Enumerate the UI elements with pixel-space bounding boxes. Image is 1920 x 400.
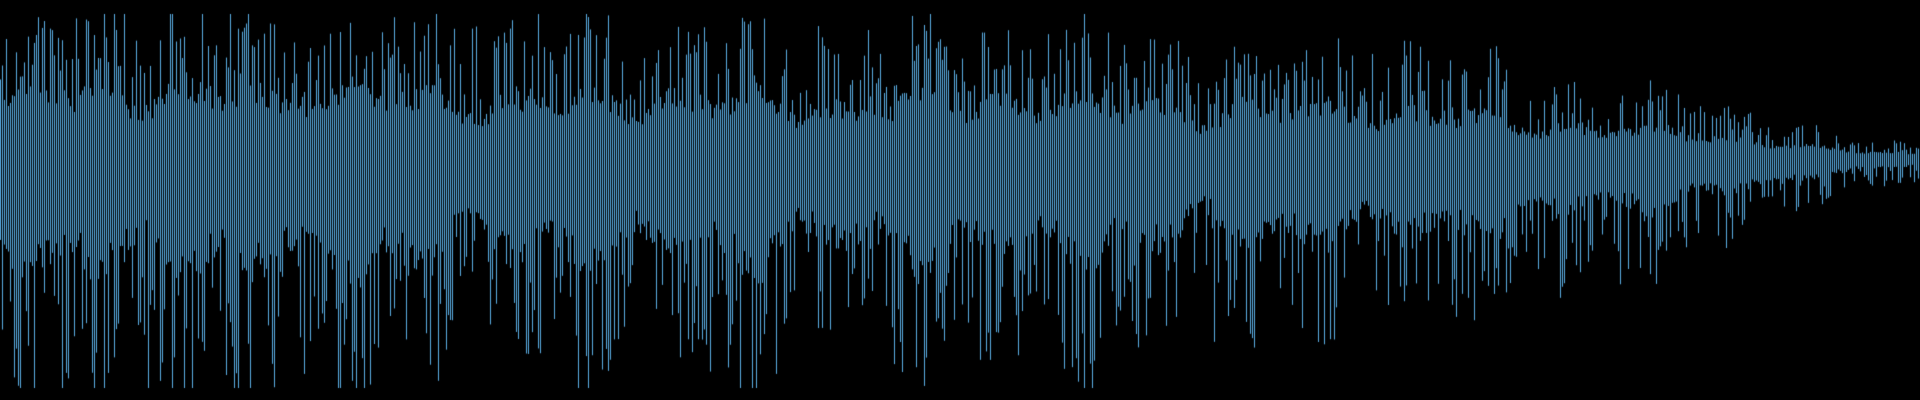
waveform-viewer[interactable]: Audio Waveform [0, 0, 1920, 400]
waveform-canvas[interactable] [0, 0, 1920, 400]
